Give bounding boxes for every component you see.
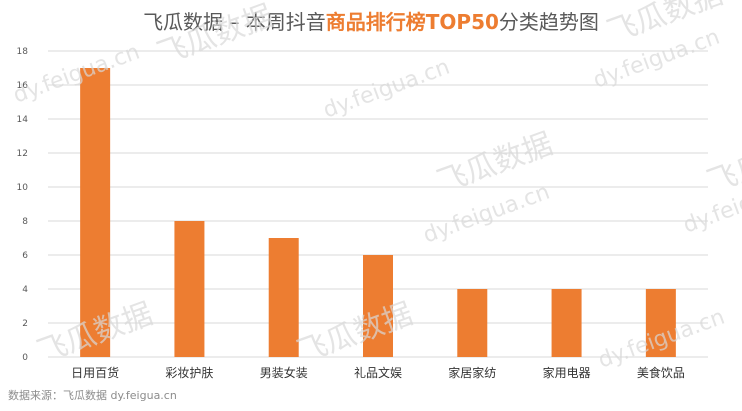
y-tick-label: 14 [17,115,29,125]
bar [268,238,299,357]
y-tick-label: 8 [22,217,28,227]
title-highlight: 商品排行榜TOP50 [325,10,499,34]
bar [80,68,111,357]
bar [645,289,676,357]
bar [551,289,582,357]
y-tick-label: 10 [17,183,29,193]
y-tick-label: 12 [17,149,28,159]
x-tick-label: 日用百货 [71,365,119,380]
y-tick-label: 16 [17,81,29,91]
source-note: 数据来源：飞瓜数据 dy.feigua.cn [8,389,177,402]
chart-title: 飞瓜数据 – 本周抖音商品排行榜TOP50分类趋势图 [0,6,742,35]
x-tick-label: 家居家纺 [448,365,496,380]
x-tick-label: 彩妆护肤 [165,365,213,380]
bar [363,255,393,357]
title-suffix: 分类趋势图 [498,10,599,34]
x-tick-label: 美食饮品 [637,365,685,380]
x-tick-label: 家用电器 [543,365,591,380]
y-tick-label: 6 [22,251,28,261]
y-tick-label: 2 [22,319,28,329]
y-tick-label: 4 [22,285,28,295]
x-tick-label: 男装女装 [260,365,308,380]
title-prefix: 飞瓜数据 – 本周抖音 [143,10,326,34]
x-tick-label: 礼品文娱 [354,365,402,380]
y-tick-label: 0 [22,353,28,363]
y-tick-label: 18 [17,47,29,57]
bar [174,221,205,357]
bar [457,289,488,357]
